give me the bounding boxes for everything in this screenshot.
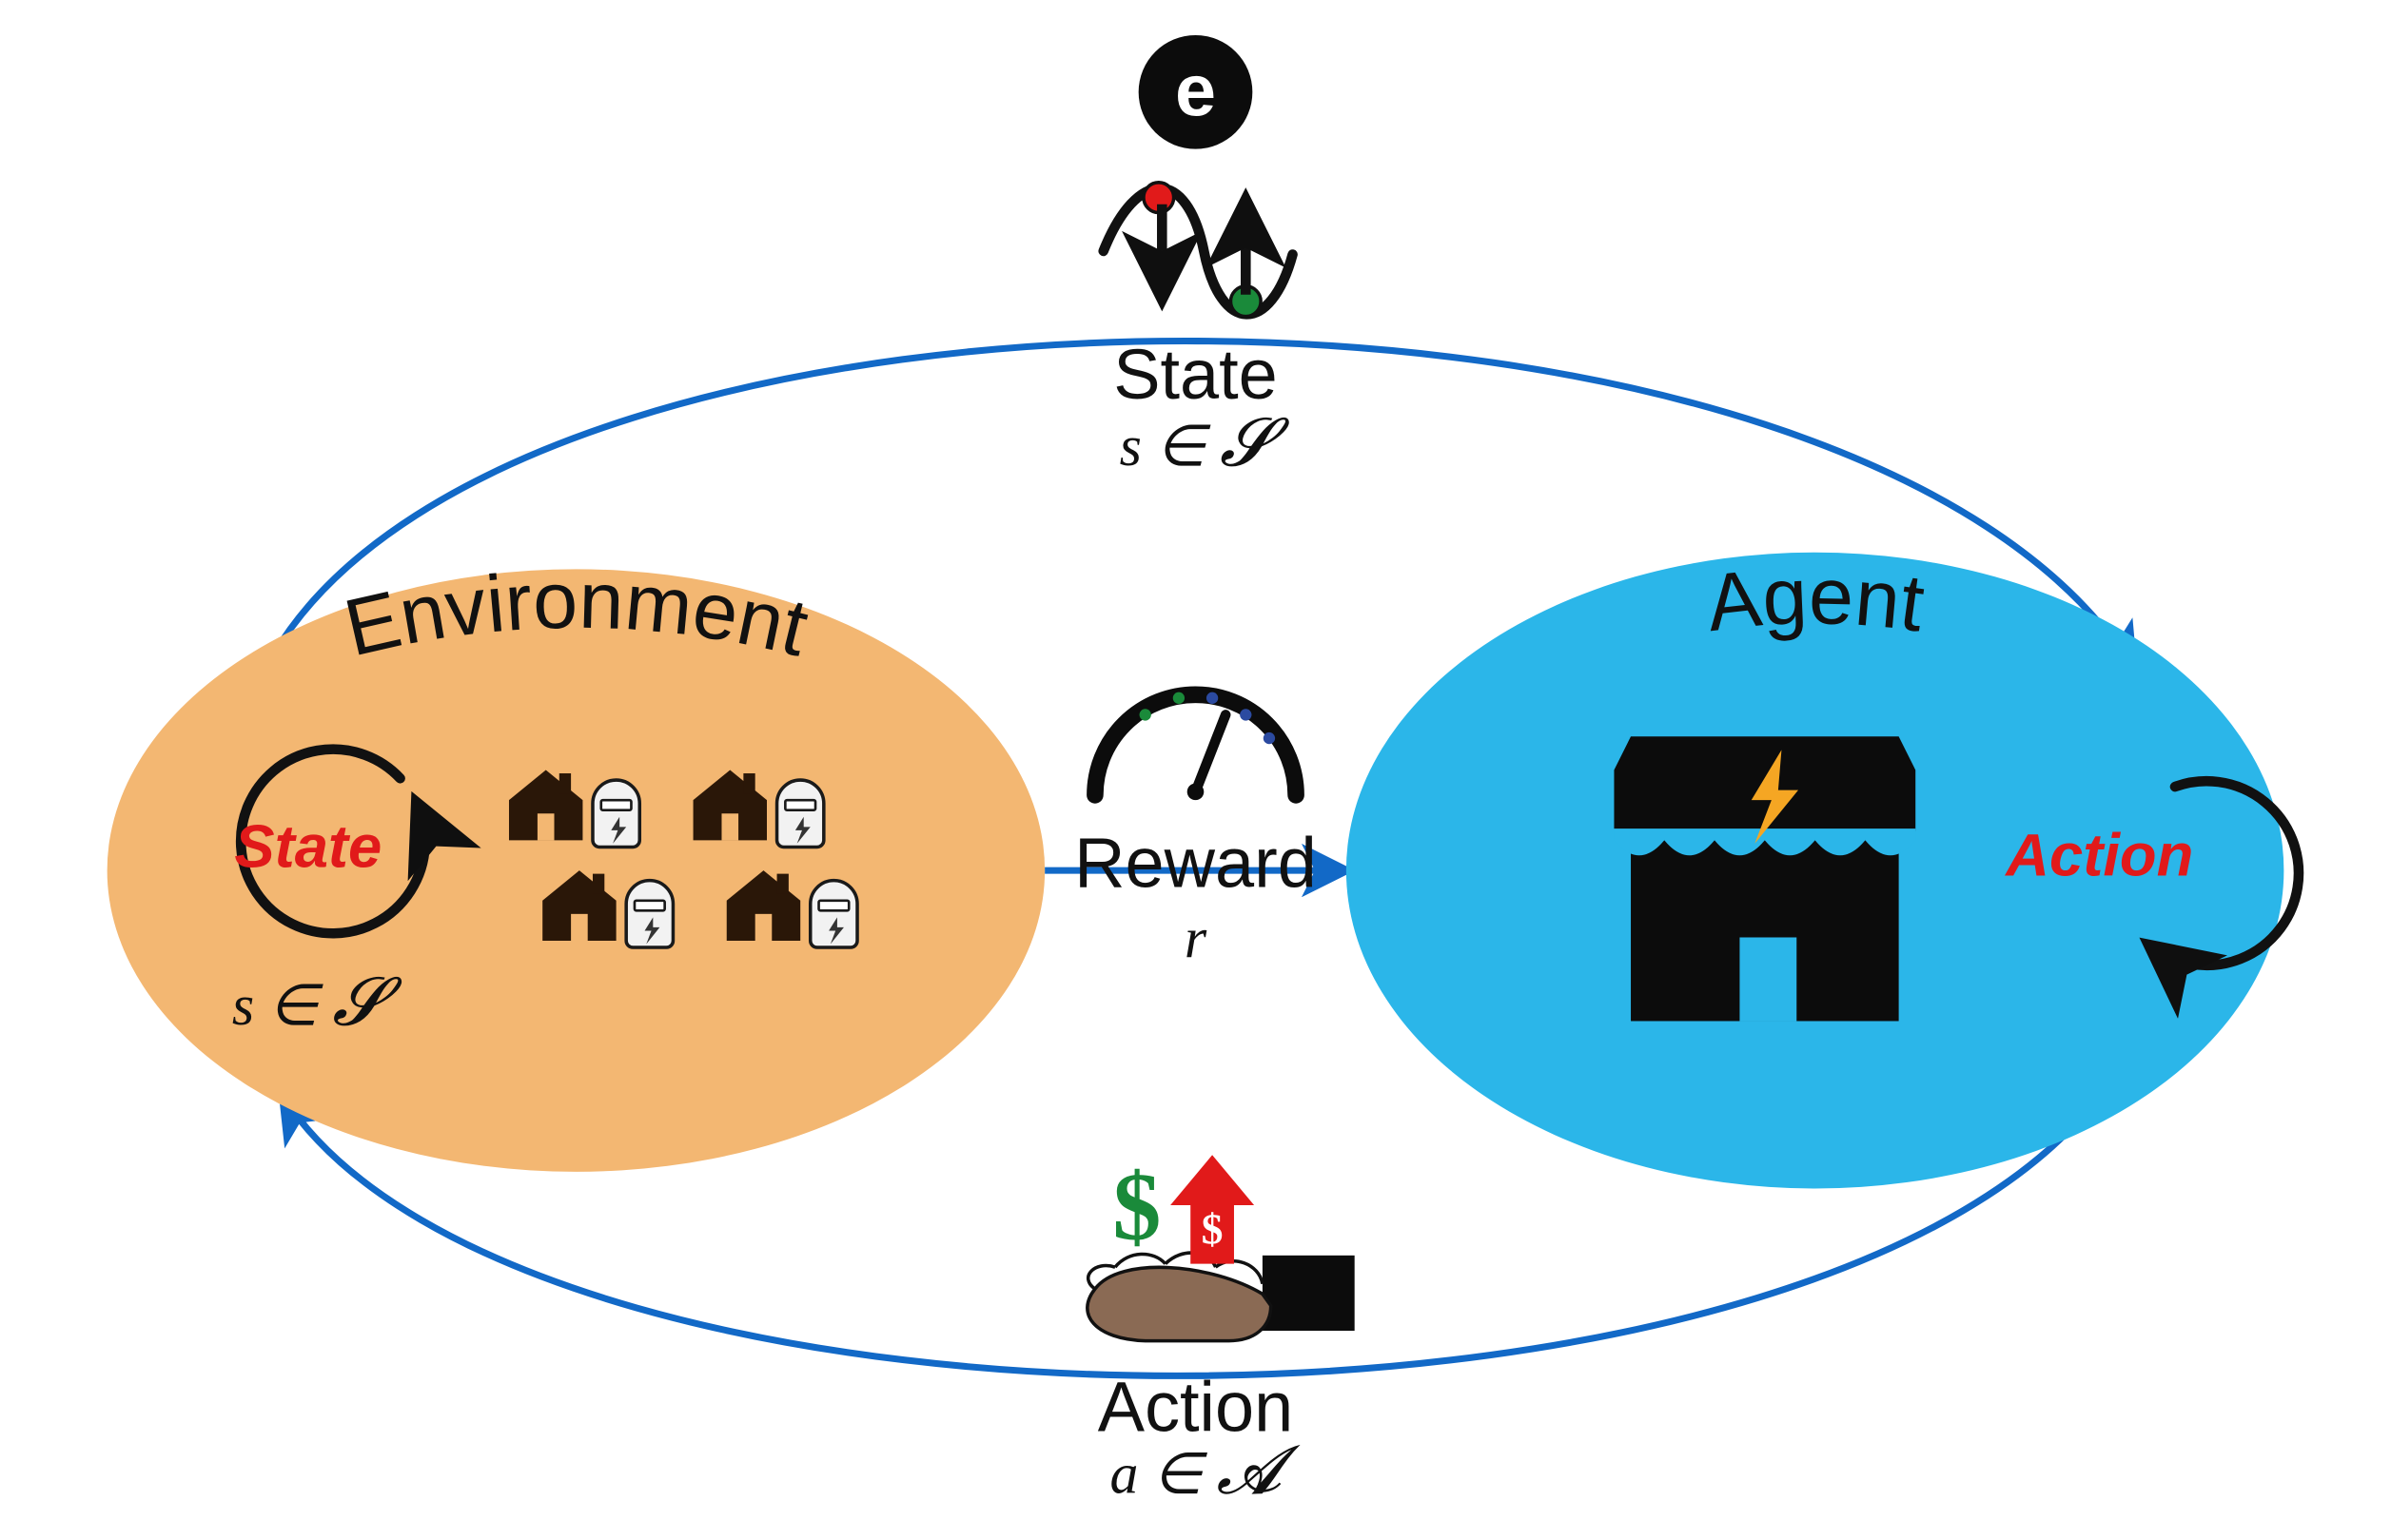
- utility-store-icon: [1614, 736, 1915, 1021]
- rl-diagram: EnvironmentStates ∈ 𝓢AgentActioneStates …: [0, 0, 2391, 1540]
- state-inner-label: State: [234, 814, 382, 881]
- reward-math: r: [1185, 907, 1207, 970]
- state-math: s ∈ 𝓢: [1120, 406, 1290, 480]
- action-inner-label: Action: [2004, 822, 2193, 888]
- environment-math: s ∈ 𝓢: [232, 965, 402, 1040]
- agent-title: Agent: [1702, 551, 1930, 648]
- action-math: a ∈ 𝓐: [1110, 1434, 1302, 1509]
- svg-text:$: $: [1202, 1205, 1224, 1254]
- reward-title: Reward: [1074, 824, 1317, 903]
- state-title: State: [1113, 335, 1278, 414]
- badge-label: e: [1175, 49, 1216, 131]
- diagram-svg: EnvironmentStates ∈ 𝓢AgentActioneStates …: [0, 0, 2391, 1540]
- svg-text:$: $: [1112, 1153, 1161, 1260]
